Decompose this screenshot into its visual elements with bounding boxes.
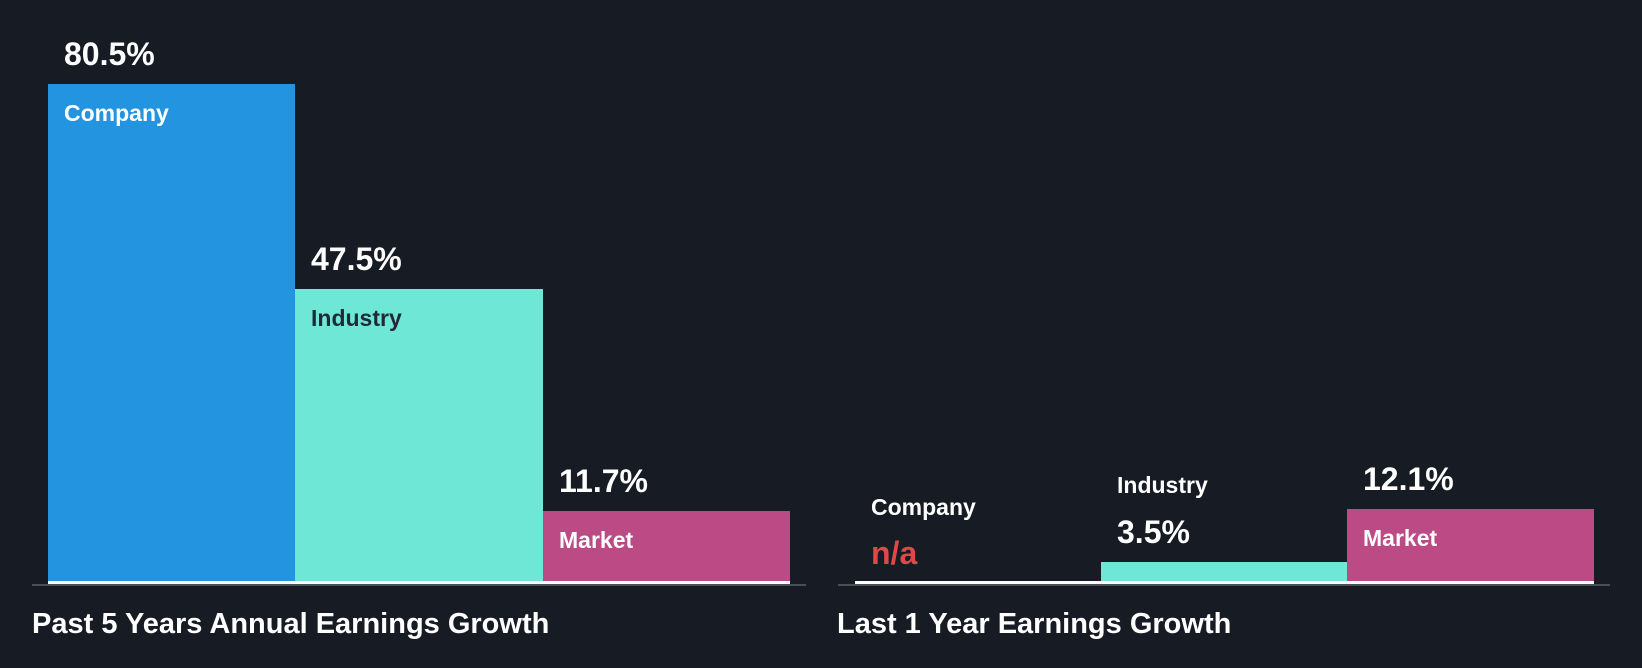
bar-industry — [1101, 562, 1347, 581]
bar-label-company: Company — [871, 494, 976, 520]
value-label-company: n/a — [871, 535, 918, 571]
bar-label-company: Company — [64, 100, 169, 126]
bar-label-industry: Industry — [311, 305, 402, 331]
last-1-year-chart: Company n/a Industry 3.5% 12.1% Market L… — [821, 0, 1642, 668]
chart-title: Last 1 Year Earnings Growth — [837, 608, 1232, 640]
bar-label-market: Market — [559, 527, 634, 553]
bar-label-industry: Industry — [1117, 472, 1208, 498]
x-axis — [32, 584, 806, 586]
value-label-company: 80.5% — [64, 36, 155, 72]
baseline — [48, 581, 790, 584]
bar-label-market: Market — [1363, 525, 1438, 551]
bar-company — [48, 84, 295, 581]
chart-title: Past 5 Years Annual Earnings Growth — [32, 608, 550, 640]
x-axis — [838, 584, 1610, 586]
bar-market — [543, 511, 790, 581]
value-label-industry: 47.5% — [311, 241, 402, 277]
bar-market — [1347, 509, 1594, 581]
value-label-industry: 3.5% — [1117, 514, 1190, 550]
baseline — [855, 581, 1594, 584]
past-5-years-chart: 80.5% Company 47.5% Industry 11.7% Marke… — [32, 36, 806, 640]
bar-industry — [295, 289, 543, 581]
value-label-market: 12.1% — [1363, 461, 1454, 497]
value-label-market: 11.7% — [559, 463, 648, 499]
